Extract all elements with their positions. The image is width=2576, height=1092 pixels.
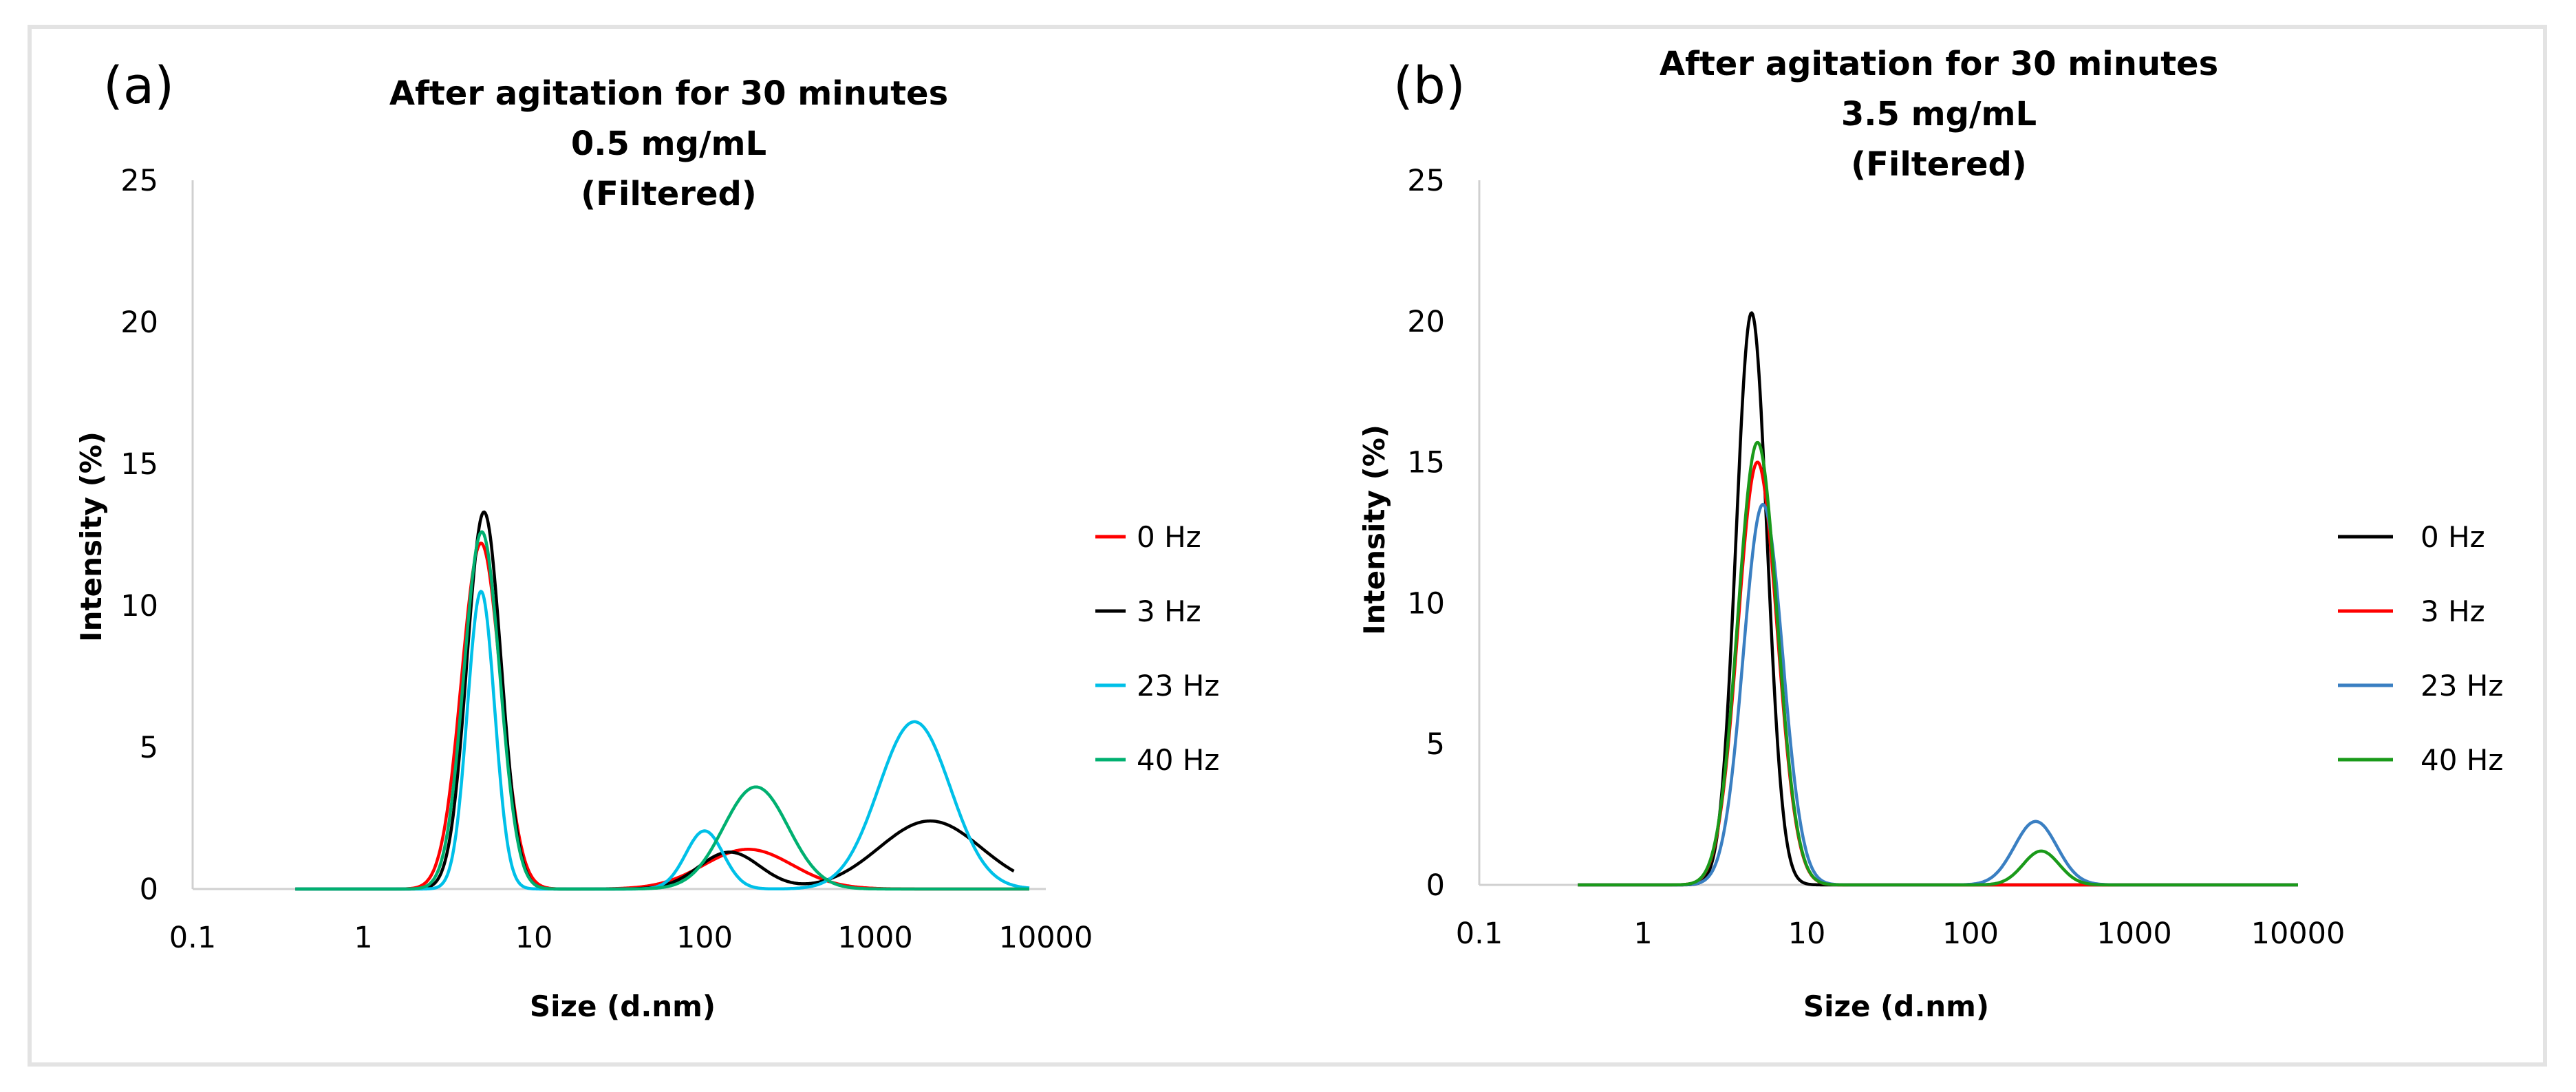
chart-b-y-axis-title: Intensity (%) <box>1357 425 1391 635</box>
chart-a-y-tick-label: 0 <box>140 872 158 907</box>
series-line-0-hz <box>1577 311 2299 887</box>
legend-label: 40 Hz <box>2421 743 2503 777</box>
chart-a-x-tick-label: 1 <box>354 921 372 955</box>
chart-b-y-tick-label: 25 <box>1407 164 1445 198</box>
chart-a-series <box>294 510 1030 891</box>
chart-a-x-tick-label: 100 <box>676 921 733 955</box>
legend-item: 3 Hz <box>2338 595 2485 628</box>
legend-label: 23 Hz <box>1137 669 1219 703</box>
chart-a-title-line-1: After agitation for 30 minutes <box>389 74 948 113</box>
chart-a-x-axis-title: Size (d.nm) <box>530 989 716 1023</box>
chart-a-x-tick-label: 0.1 <box>169 921 216 955</box>
chart-panel-b: (b) After agitation for 30 minutes 3.5 m… <box>1357 45 2503 1023</box>
chart-b-legend: 0 Hz 3 Hz 23 Hz 40 Hz <box>2338 520 2503 777</box>
legend-item: 23 Hz <box>1095 669 1219 703</box>
chart-a-legend: 0 Hz 3 Hz 23 Hz 40 Hz <box>1095 520 1219 777</box>
legend-label: 3 Hz <box>2421 595 2485 628</box>
chart-a-axes <box>191 180 1046 890</box>
chart-b-x-axis-title: Size (d.nm) <box>1803 989 1989 1023</box>
chart-b-x-tick-label: 10 <box>1788 917 1826 951</box>
legend-label: 40 Hz <box>1137 743 1219 777</box>
chart-b-axes <box>1478 180 2298 886</box>
chart-b-x-ticks: 0.1 1 10 100 1000 10000 <box>1456 917 2346 951</box>
legend-label: 0 Hz <box>1137 520 1201 554</box>
chart-b-title-line-1: After agitation for 30 minutes <box>1660 45 2218 83</box>
chart-b-y-tick-label: 15 <box>1407 446 1445 480</box>
chart-a-x-tick-label: 1000 <box>837 921 912 955</box>
chart-b-y-tick-label: 20 <box>1407 305 1445 339</box>
legend-label: 0 Hz <box>2421 520 2485 554</box>
legend-item: 0 Hz <box>2338 520 2485 554</box>
chart-a-x-ticks: 0.1 1 10 100 1000 10000 <box>169 921 1093 955</box>
chart-panel-a: (a) After agitation for 30 minutes 0.5 m… <box>74 56 1219 1023</box>
chart-b-y-tick-label: 10 <box>1407 586 1445 621</box>
chart-b-y-tick-label: 5 <box>1426 727 1445 762</box>
chart-a-x-tick-label: 10000 <box>999 921 1093 955</box>
chart-a-y-tick-label: 25 <box>120 164 158 198</box>
chart-b-x-tick-label: 1 <box>1633 917 1652 951</box>
legend-item: 0 Hz <box>1095 520 1201 554</box>
legend-item: 23 Hz <box>2338 669 2503 703</box>
chart-a-y-tick-label: 15 <box>120 447 158 482</box>
chart-b-y-tick-label: 0 <box>1426 868 1445 903</box>
chart-a-y-ticks: 0 5 10 15 20 25 <box>120 164 158 907</box>
chart-b-x-tick-label: 10000 <box>2251 917 2346 951</box>
series-line-23-hz <box>1577 502 2299 887</box>
series-line-0-hz <box>294 542 1030 891</box>
chart-b-series <box>1577 311 2299 887</box>
chart-a-y-tick-label: 10 <box>120 589 158 623</box>
chart-a-title-line-3: (Filtered) <box>581 175 757 213</box>
chart-b-title-line-2: 3.5 mg/mL <box>1841 95 2037 133</box>
chart-a-y-tick-label: 20 <box>120 306 158 340</box>
legend-item: 40 Hz <box>1095 743 1219 777</box>
series-line-40-hz <box>1577 440 2299 887</box>
chart-a-y-axis-title: Intensity (%) <box>74 431 108 642</box>
legend-label: 23 Hz <box>2421 669 2503 703</box>
legend-item: 40 Hz <box>2338 743 2503 777</box>
series-line-3-hz <box>1577 460 2299 887</box>
legend-label: 3 Hz <box>1137 595 1201 628</box>
series-line-40-hz <box>294 530 1030 891</box>
chart-a-title-line-2: 0.5 mg/mL <box>571 125 766 163</box>
legend-item: 3 Hz <box>1095 595 1201 628</box>
chart-a-y-tick-label: 5 <box>140 731 158 765</box>
panel-label-a: (a) <box>103 56 174 116</box>
chart-b-title-line-3: (Filtered) <box>1851 145 2027 184</box>
chart-b-x-tick-label: 0.1 <box>1456 917 1503 951</box>
panel-label-b: (b) <box>1393 56 1466 116</box>
figure-frame <box>28 25 2547 1067</box>
chart-b-x-tick-label: 1000 <box>2096 917 2171 951</box>
chart-b-x-tick-label: 100 <box>1942 917 1999 951</box>
chart-a-x-tick-label: 10 <box>515 921 553 955</box>
chart-b-y-ticks: 0 5 10 15 20 25 <box>1407 164 1445 903</box>
series-line-23-hz <box>294 590 1030 891</box>
series-line-3-hz <box>294 510 1015 891</box>
